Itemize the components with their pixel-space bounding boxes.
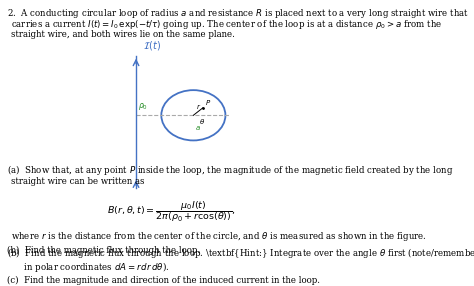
Text: $a$: $a$ <box>195 124 201 132</box>
Text: 2.  A conducting circular loop of radius $a$ and resistance $R$ is placed next t: 2. A conducting circular loop of radius … <box>7 7 469 20</box>
Text: $\mathcal{I}(t)$: $\mathcal{I}(t)$ <box>143 39 161 52</box>
Text: carries a current $I(t) = I_0\,\exp(-t/\tau)$ going up. The center of the loop i: carries a current $I(t) = I_0\,\exp(-t/\… <box>11 18 442 31</box>
Text: (c)  Find the magnitude and direction of the induced current in the loop.: (c) Find the magnitude and direction of … <box>7 275 320 285</box>
Text: $r$: $r$ <box>196 102 201 110</box>
Text: $\rho_0$: $\rho_0$ <box>138 101 148 112</box>
Text: $P$: $P$ <box>205 98 211 107</box>
Text: (a)  Show that, at any point $P$ inside the loop, the magnitude of the magnetic : (a) Show that, at any point $P$ inside t… <box>7 163 453 177</box>
Text: (b)  Find the magnetic flux through the loop.: (b) Find the magnetic flux through the l… <box>7 246 203 255</box>
Text: $\theta$: $\theta$ <box>200 117 206 126</box>
Text: in polar coordinates $dA = r\,dr\,d\theta$).: in polar coordinates $dA = r\,dr\,d\thet… <box>7 260 169 274</box>
Text: straight wire, and both wires lie on the same plane.: straight wire, and both wires lie on the… <box>11 29 235 39</box>
Text: straight wire can be written as: straight wire can be written as <box>11 178 145 186</box>
Text: (b)  Find the magnetic flux through the loop. \textbf{Hint:} Integrate over the : (b) Find the magnetic flux through the l… <box>7 246 474 260</box>
Text: where $r$ is the distance from the center of the circle, and $\theta$ is measure: where $r$ is the distance from the cente… <box>11 231 427 243</box>
Text: $B(r,\theta,t) = \dfrac{\mu_0 I(t)}{2\pi(\rho_0 + r\cos(\theta))},$: $B(r,\theta,t) = \dfrac{\mu_0 I(t)}{2\pi… <box>107 199 236 224</box>
